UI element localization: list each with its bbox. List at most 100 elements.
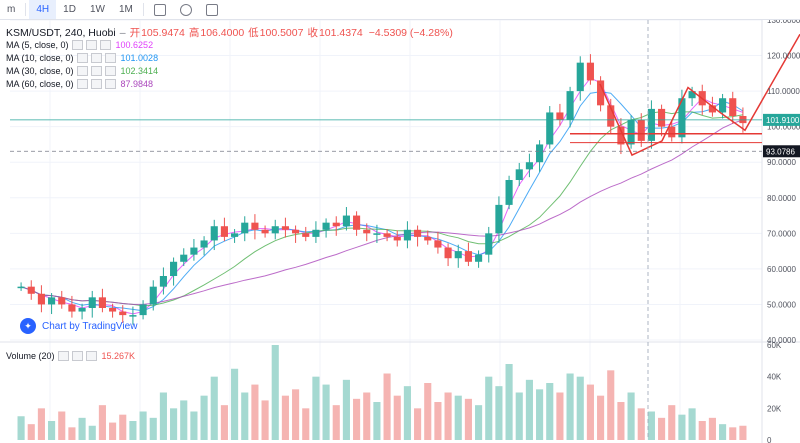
- settings-icon[interactable]: [85, 39, 97, 50]
- candle-body: [220, 226, 228, 237]
- candle-body: [251, 222, 259, 230]
- eye-icon[interactable]: [57, 351, 69, 361]
- close-label: 收: [307, 27, 318, 39]
- volume-bar: [332, 405, 340, 440]
- settings-icon[interactable]: [90, 65, 102, 76]
- candle-body: [119, 311, 127, 316]
- badge-text: Chart by TradingView: [42, 320, 138, 332]
- settings-icon[interactable]: [90, 52, 102, 63]
- interval-m[interactable]: m: [7, 4, 16, 15]
- divider: [142, 3, 144, 16]
- volume-bar: [353, 398, 361, 440]
- high-value: 106.4000: [200, 26, 245, 39]
- candle-body: [658, 108, 666, 127]
- volume-bar: [37, 408, 45, 440]
- volume-bar: [129, 421, 137, 440]
- interval-1d[interactable]: 1D: [63, 4, 76, 15]
- drawing-annotations: [10, 20, 800, 440]
- candle-body: [281, 226, 289, 230]
- candle-body: [88, 297, 96, 308]
- candle-body: [708, 105, 716, 113]
- candle-body: [444, 247, 452, 259]
- interval-1m[interactable]: 1M: [118, 4, 133, 15]
- volume-bar: [302, 408, 310, 440]
- price-tick-label: 40.0000: [767, 336, 796, 345]
- volume-bar: [678, 414, 686, 440]
- candle-body: [241, 222, 249, 234]
- high-label: 高: [188, 27, 200, 39]
- candle-body: [353, 215, 361, 230]
- candle-body: [78, 308, 86, 312]
- price-tick-label: 130.0000: [767, 16, 800, 25]
- candle-body: [170, 261, 178, 276]
- tradingview-badge[interactable]: ✦ Chart by TradingView: [20, 318, 137, 334]
- volume-bar: [159, 392, 167, 440]
- candles: [17, 54, 747, 325]
- volume-bar: [607, 370, 615, 440]
- ma-line: [20, 77, 744, 315]
- price-tick-label: 100.0000: [767, 123, 800, 132]
- settings-button[interactable]: [173, 0, 199, 19]
- candle-body: [729, 98, 737, 116]
- volume-legend: Volume (20) 15.267K: [6, 350, 135, 362]
- candle-body: [505, 180, 513, 205]
- volume-bar: [231, 368, 239, 440]
- candle-body: [190, 247, 198, 255]
- candle-body: [180, 254, 188, 262]
- ma-value: 102.3414: [120, 65, 159, 76]
- volume-bar: [668, 405, 676, 440]
- fullscreen-button[interactable]: [199, 0, 225, 19]
- price-tag-label: 101.9100: [766, 116, 800, 125]
- eye-icon[interactable]: [76, 52, 88, 63]
- volume-bar: [373, 402, 381, 440]
- candle-body: [383, 233, 391, 237]
- close-icon[interactable]: [104, 52, 116, 63]
- interval-1w[interactable]: 1W: [89, 4, 105, 15]
- price-tag: [763, 145, 800, 158]
- symbol-title: KSM/USDT, 240, Huobi: [6, 26, 116, 39]
- close-icon[interactable]: [99, 39, 111, 50]
- settings-icon[interactable]: [90, 78, 102, 89]
- volume-bar: [586, 384, 594, 440]
- candle-body: [617, 126, 625, 145]
- more-icon[interactable]: –: [119, 26, 126, 39]
- candle-body: [302, 233, 310, 237]
- candle-body: [566, 91, 574, 120]
- volume-bar: [251, 384, 259, 440]
- price-tag: [763, 113, 800, 126]
- volume-bar: [464, 398, 472, 440]
- volume-bar: [546, 383, 554, 440]
- candle-body: [495, 204, 503, 234]
- indicators-button[interactable]: [147, 0, 173, 19]
- candle-body: [98, 297, 106, 308]
- volume-bar: [597, 395, 605, 440]
- close-icon[interactable]: [104, 65, 116, 76]
- candle-body: [485, 233, 493, 255]
- interval-4h[interactable]: 4H: [29, 0, 57, 19]
- eye-icon[interactable]: [76, 65, 88, 76]
- volume-bar: [475, 405, 483, 440]
- candle-body: [210, 226, 218, 241]
- close-icon[interactable]: [104, 78, 116, 89]
- candle-body: [464, 251, 472, 262]
- volume-bar: [109, 422, 117, 440]
- volume-bar: [403, 386, 411, 440]
- ma-legend-row: MA (5, close, 0) 100.6252: [6, 38, 158, 51]
- volume-bar: [515, 392, 523, 440]
- close-icon[interactable]: [85, 351, 97, 361]
- settings-icon[interactable]: [71, 351, 83, 361]
- volume-bar: [139, 411, 147, 440]
- volume-bar: [261, 400, 269, 440]
- candle-body: [68, 304, 76, 312]
- candle-body: [231, 233, 239, 237]
- candle-body: [647, 108, 655, 141]
- candle-body: [363, 229, 371, 234]
- eye-icon[interactable]: [76, 78, 88, 89]
- open-value: 105.9474: [141, 26, 185, 39]
- volume-bar: [719, 424, 727, 440]
- volume-bar: [78, 417, 86, 440]
- eye-icon[interactable]: [71, 39, 83, 50]
- grid: [0, 19, 800, 443]
- volume-bar: [363, 392, 371, 440]
